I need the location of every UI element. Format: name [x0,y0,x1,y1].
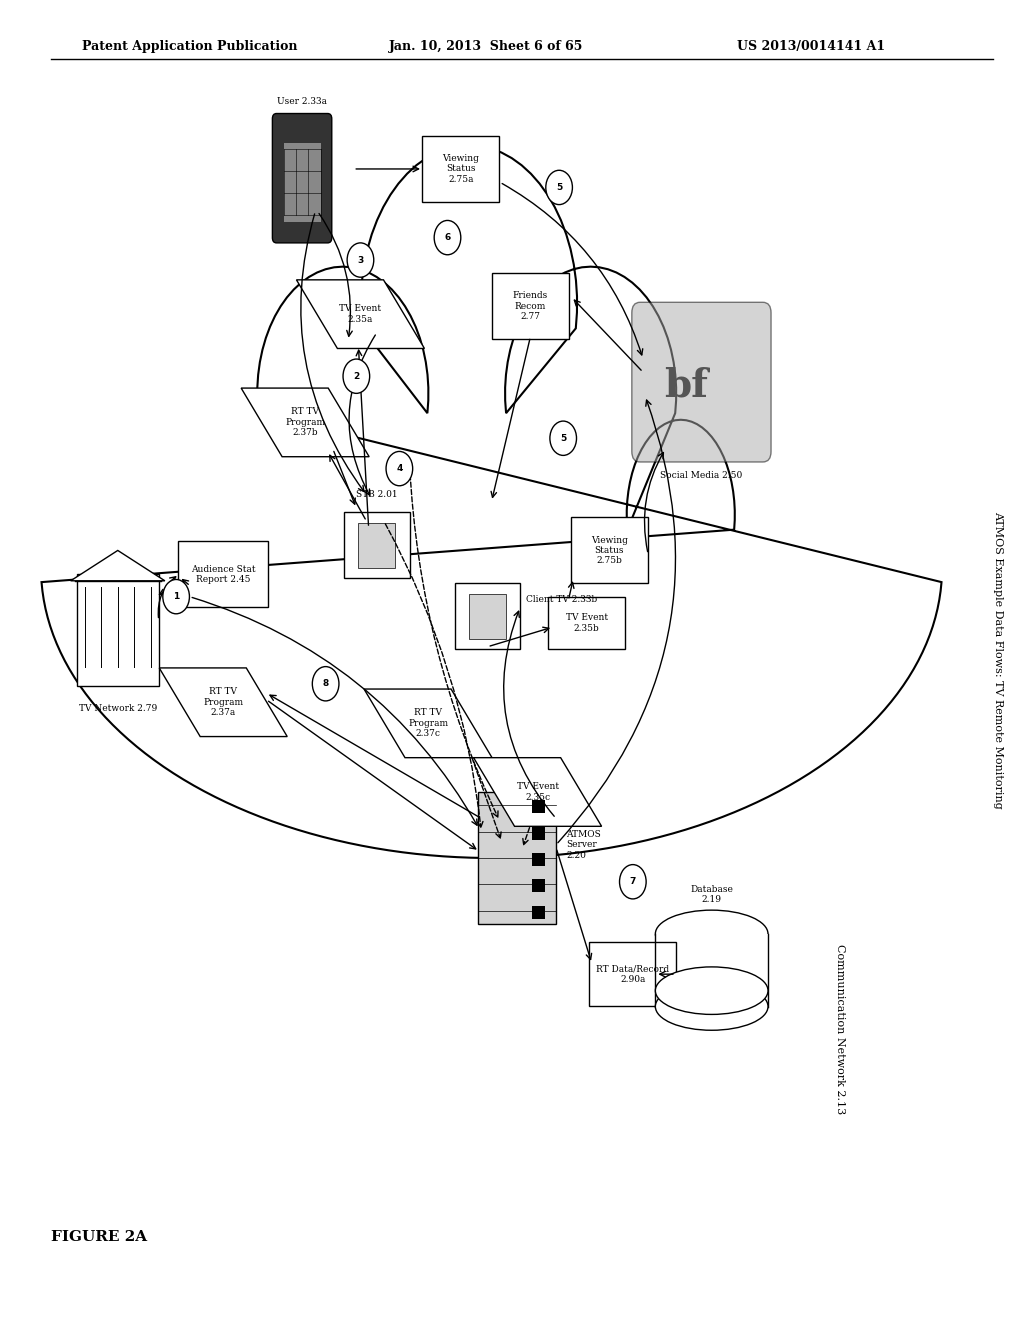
Bar [532,906,545,919]
Circle shape [163,579,189,614]
FancyBboxPatch shape [455,583,520,649]
Text: TV Event
2.35a: TV Event 2.35a [339,305,382,323]
Text: Patent Application Publication: Patent Application Publication [82,40,297,53]
Circle shape [312,667,339,701]
Polygon shape [365,689,492,758]
Text: User 2.33a: User 2.33a [278,96,327,106]
Polygon shape [473,758,602,826]
FancyBboxPatch shape [344,512,410,578]
Circle shape [343,359,370,393]
Circle shape [434,220,461,255]
FancyBboxPatch shape [423,136,500,202]
Bar [532,826,545,840]
Bar [532,853,545,866]
Text: STB 2.01: STB 2.01 [356,490,397,499]
Circle shape [620,865,646,899]
Ellipse shape [655,982,768,1030]
FancyBboxPatch shape [571,517,647,583]
Text: Jan. 10, 2013  Sheet 6 of 65: Jan. 10, 2013 Sheet 6 of 65 [389,40,584,53]
Polygon shape [160,668,287,737]
Text: bf: bf [665,367,708,404]
Text: RT TV
Program
2.37a: RT TV Program 2.37a [203,688,244,717]
FancyBboxPatch shape [590,942,676,1006]
Text: 5: 5 [560,434,566,442]
FancyBboxPatch shape [284,143,321,222]
Text: 6: 6 [444,234,451,242]
FancyBboxPatch shape [469,594,506,639]
Text: 8: 8 [323,680,329,688]
Text: TV Event
2.35c: TV Event 2.35c [516,783,559,801]
Text: Viewing
Status
2.75a: Viewing Status 2.75a [442,154,479,183]
FancyBboxPatch shape [77,574,159,686]
Text: US 2013/0014141 A1: US 2013/0014141 A1 [737,40,886,53]
Text: Social Media 2.50: Social Media 2.50 [660,471,742,480]
Bar [532,800,545,813]
FancyBboxPatch shape [358,523,395,568]
Ellipse shape [655,966,768,1014]
Text: FIGURE 2A: FIGURE 2A [51,1230,147,1243]
Text: ATMOS Example Data Flows: TV Remote Monitoring: ATMOS Example Data Flows: TV Remote Moni… [993,511,1004,809]
Bar [655,935,768,1006]
Text: Audience Stat
Report 2.45: Audience Stat Report 2.45 [190,565,256,583]
Circle shape [550,421,577,455]
Text: 2: 2 [353,372,359,380]
Text: 4: 4 [396,465,402,473]
Text: Viewing
Status
2.75b: Viewing Status 2.75b [591,536,628,565]
Polygon shape [42,145,941,858]
FancyBboxPatch shape [478,792,556,924]
FancyBboxPatch shape [178,541,268,607]
Text: Database
2.19: Database 2.19 [690,884,733,904]
Text: TV Network 2.79: TV Network 2.79 [79,704,157,713]
Text: RT TV
Program
2.37c: RT TV Program 2.37c [408,709,449,738]
Text: 1: 1 [173,593,179,601]
Text: Client TV 2.33b: Client TV 2.33b [526,595,598,603]
FancyBboxPatch shape [549,597,625,649]
Ellipse shape [655,911,768,958]
Text: TV Event
2.35b: TV Event 2.35b [565,614,608,632]
Circle shape [546,170,572,205]
Bar [532,879,545,892]
FancyBboxPatch shape [493,273,569,339]
Polygon shape [71,550,165,581]
Text: 7: 7 [630,878,636,886]
Text: RT Data/Record
2.90a: RT Data/Record 2.90a [596,965,670,983]
Text: Communication Network 2.13: Communication Network 2.13 [835,945,845,1114]
Polygon shape [242,388,369,457]
Text: Friends
Recom
2.77: Friends Recom 2.77 [513,292,548,321]
FancyBboxPatch shape [272,114,332,243]
Polygon shape [297,280,424,348]
Circle shape [386,451,413,486]
Text: 5: 5 [556,183,562,191]
Text: 3: 3 [357,256,364,264]
FancyBboxPatch shape [632,302,771,462]
Text: ATMOS
Server
2.20: ATMOS Server 2.20 [566,830,601,859]
Circle shape [347,243,374,277]
Text: RT TV
Program
2.37b: RT TV Program 2.37b [285,408,326,437]
